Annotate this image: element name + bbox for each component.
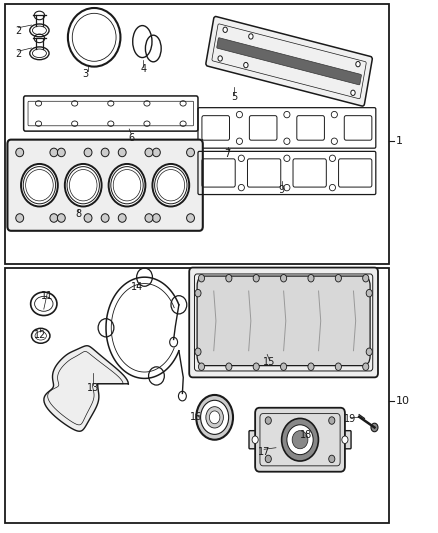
Ellipse shape [145,214,153,222]
FancyBboxPatch shape [339,431,351,449]
Ellipse shape [328,417,335,424]
Text: 17: 17 [258,447,270,457]
Ellipse shape [336,363,341,370]
Ellipse shape [16,214,24,222]
Ellipse shape [16,148,24,157]
FancyBboxPatch shape [197,276,370,366]
FancyBboxPatch shape [5,4,389,264]
Ellipse shape [145,148,153,157]
Ellipse shape [308,363,314,370]
Ellipse shape [292,431,308,449]
Ellipse shape [84,214,92,222]
Ellipse shape [109,164,145,206]
Ellipse shape [280,274,286,282]
Ellipse shape [152,164,189,206]
Ellipse shape [371,423,378,432]
Ellipse shape [328,455,335,463]
Ellipse shape [195,348,201,356]
Text: 9: 9 [279,185,285,195]
Ellipse shape [253,274,259,282]
Ellipse shape [265,455,271,463]
Ellipse shape [244,62,248,68]
Ellipse shape [101,214,109,222]
Ellipse shape [308,274,314,282]
FancyBboxPatch shape [217,38,361,85]
Ellipse shape [226,363,232,370]
Text: 5: 5 [231,92,237,102]
Ellipse shape [152,214,160,222]
Ellipse shape [366,289,372,297]
Polygon shape [44,346,128,431]
Ellipse shape [198,363,205,370]
FancyBboxPatch shape [249,431,261,449]
Ellipse shape [223,27,227,33]
Ellipse shape [187,148,194,157]
Ellipse shape [118,148,126,157]
Text: 7: 7 [225,149,231,158]
Text: 8: 8 [75,209,81,219]
Text: 1: 1 [396,136,403,146]
Text: 19: 19 [344,415,357,424]
FancyBboxPatch shape [189,268,378,377]
Text: 18: 18 [300,431,312,440]
Ellipse shape [50,148,58,157]
Ellipse shape [363,274,369,282]
Text: 3: 3 [82,69,88,78]
Ellipse shape [101,148,109,157]
Ellipse shape [206,407,223,428]
Ellipse shape [152,148,160,157]
FancyBboxPatch shape [255,408,345,472]
Ellipse shape [198,274,205,282]
Ellipse shape [252,436,258,443]
Ellipse shape [287,425,313,455]
Ellipse shape [253,363,259,370]
Ellipse shape [282,418,318,461]
Text: 14: 14 [131,282,143,292]
Text: 4: 4 [140,64,146,74]
Ellipse shape [50,214,58,222]
Ellipse shape [196,395,233,440]
Text: 16: 16 [190,412,202,422]
FancyBboxPatch shape [5,268,389,523]
Ellipse shape [84,148,92,157]
Ellipse shape [57,214,65,222]
Ellipse shape [21,164,58,206]
FancyBboxPatch shape [206,17,372,106]
Ellipse shape [118,214,126,222]
Ellipse shape [336,274,341,282]
Text: 12: 12 [34,330,46,340]
Ellipse shape [356,61,360,67]
Ellipse shape [366,348,372,356]
Ellipse shape [209,411,220,424]
Ellipse shape [195,289,201,297]
Ellipse shape [265,417,271,424]
Ellipse shape [280,363,286,370]
Ellipse shape [226,274,232,282]
Ellipse shape [57,148,65,157]
Ellipse shape [218,56,223,61]
Ellipse shape [201,400,229,434]
Ellipse shape [351,90,355,95]
Ellipse shape [363,363,369,370]
Ellipse shape [342,436,348,443]
Text: 10: 10 [396,396,410,406]
Ellipse shape [187,214,194,222]
Ellipse shape [65,164,102,206]
Text: 2: 2 [15,50,21,59]
Text: 15: 15 [263,358,276,367]
Ellipse shape [249,34,253,39]
Text: 6: 6 [128,133,134,142]
Text: 2: 2 [15,26,21,36]
FancyBboxPatch shape [7,140,203,231]
Text: 11: 11 [41,291,53,301]
Text: 13: 13 [87,383,99,393]
